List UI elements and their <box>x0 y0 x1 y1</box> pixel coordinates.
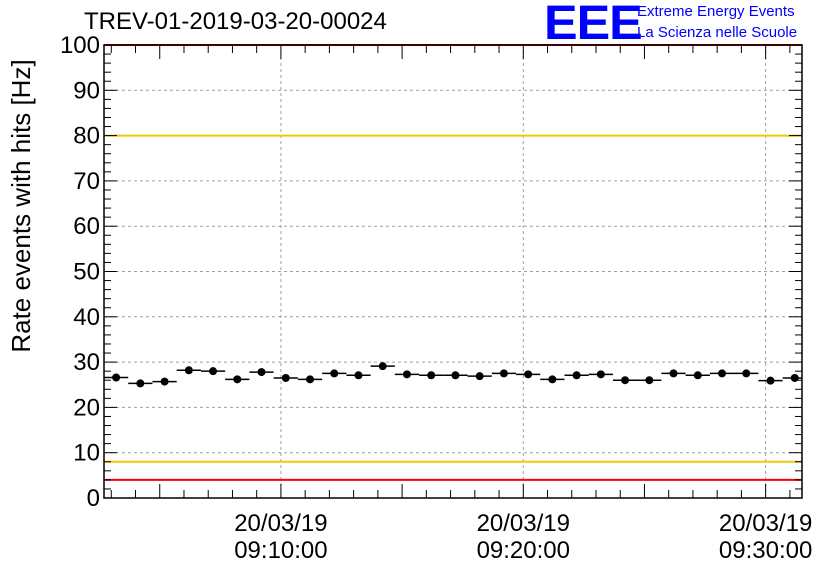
point-marker <box>596 370 605 379</box>
point-marker <box>427 371 436 380</box>
data-point <box>734 369 759 378</box>
point-marker <box>281 373 290 382</box>
data-point <box>467 372 492 381</box>
data-point <box>200 367 226 376</box>
point-marker <box>524 370 533 379</box>
reference-lines <box>104 44 802 481</box>
data-point <box>249 368 274 377</box>
eee-logo: EEE <box>544 0 643 50</box>
point-marker <box>451 371 460 380</box>
y-tick-label: 30 <box>73 349 100 376</box>
point-marker <box>766 376 775 385</box>
data-point <box>588 370 613 379</box>
data-point <box>176 366 201 375</box>
point-marker <box>621 376 630 385</box>
point-marker <box>790 373 799 382</box>
y-tick-label: 70 <box>73 168 100 195</box>
x-axis: 20/03/1909:10:0020/03/1909:20:0020/03/19… <box>110 45 812 564</box>
data-point <box>346 371 371 380</box>
point-marker <box>475 372 484 381</box>
y-tick-label: 100 <box>60 32 100 59</box>
point-marker <box>402 370 411 379</box>
x-tick-label-time: 09:20:00 <box>477 537 570 564</box>
grid-layer <box>104 45 802 498</box>
point-marker <box>330 369 339 378</box>
x-tick-label-date: 20/03/19 <box>719 510 812 537</box>
data-point <box>394 370 420 379</box>
y-tick-label: 90 <box>73 77 100 104</box>
point-marker <box>184 366 193 375</box>
logo-caption-line-1: Extreme Energy Events <box>637 3 795 20</box>
data-point <box>782 373 802 382</box>
point-marker <box>669 369 678 378</box>
x-tick-label-date: 20/03/19 <box>477 510 570 537</box>
y-tick-label: 50 <box>73 259 100 286</box>
data-point <box>612 376 638 385</box>
point-marker <box>548 375 557 384</box>
data-point <box>152 377 177 386</box>
point-marker <box>136 379 145 388</box>
data-point <box>758 376 783 385</box>
data-point <box>709 369 735 378</box>
x-tick-label-time: 09:30:00 <box>719 537 812 564</box>
data-point <box>540 375 565 384</box>
logo-caption-line-2: La Scienza nelle Scuole <box>637 24 798 41</box>
point-marker <box>718 369 727 378</box>
point-marker <box>257 368 266 377</box>
point-marker <box>233 375 242 384</box>
point-marker <box>499 369 508 378</box>
y-tick-label: 20 <box>73 394 100 421</box>
point-marker <box>160 377 169 386</box>
point-marker <box>112 373 121 382</box>
point-marker <box>645 376 654 385</box>
y-tick-label: 10 <box>73 440 100 467</box>
point-marker <box>306 375 315 384</box>
data-point <box>225 375 250 384</box>
x-tick-label-time: 09:10:00 <box>234 537 327 564</box>
data-point <box>273 373 298 382</box>
point-marker <box>572 371 581 380</box>
data-point <box>128 379 153 388</box>
data-point <box>564 371 589 380</box>
y-axis-label: Rate events with hits [Hz] <box>6 59 36 352</box>
data-point <box>104 373 129 382</box>
data-point <box>637 376 662 385</box>
data-point <box>443 371 468 380</box>
data-point <box>491 369 517 378</box>
y-tick-label: 40 <box>73 304 100 331</box>
data-point <box>661 369 686 378</box>
point-marker <box>209 367 218 376</box>
y-tick-label: 60 <box>73 213 100 240</box>
point-marker <box>378 362 387 371</box>
data-point <box>516 370 541 379</box>
y-axis: 0 10 20 30 40 50 60 70 80 90 100 <box>60 32 802 512</box>
point-marker <box>354 371 363 380</box>
point-marker <box>693 371 702 380</box>
data-point <box>297 375 323 384</box>
data-point <box>322 369 347 378</box>
y-tick-label: 80 <box>73 123 100 150</box>
data-point <box>370 362 395 371</box>
x-tick-label-date: 20/03/19 <box>234 510 327 537</box>
y-tick-label: 0 <box>87 485 100 512</box>
data-point <box>685 371 710 380</box>
data-points <box>104 362 802 388</box>
data-point <box>419 371 444 380</box>
point-marker <box>742 369 751 378</box>
chart-title: TREV-01-2019-03-20-00024 <box>84 8 387 35</box>
